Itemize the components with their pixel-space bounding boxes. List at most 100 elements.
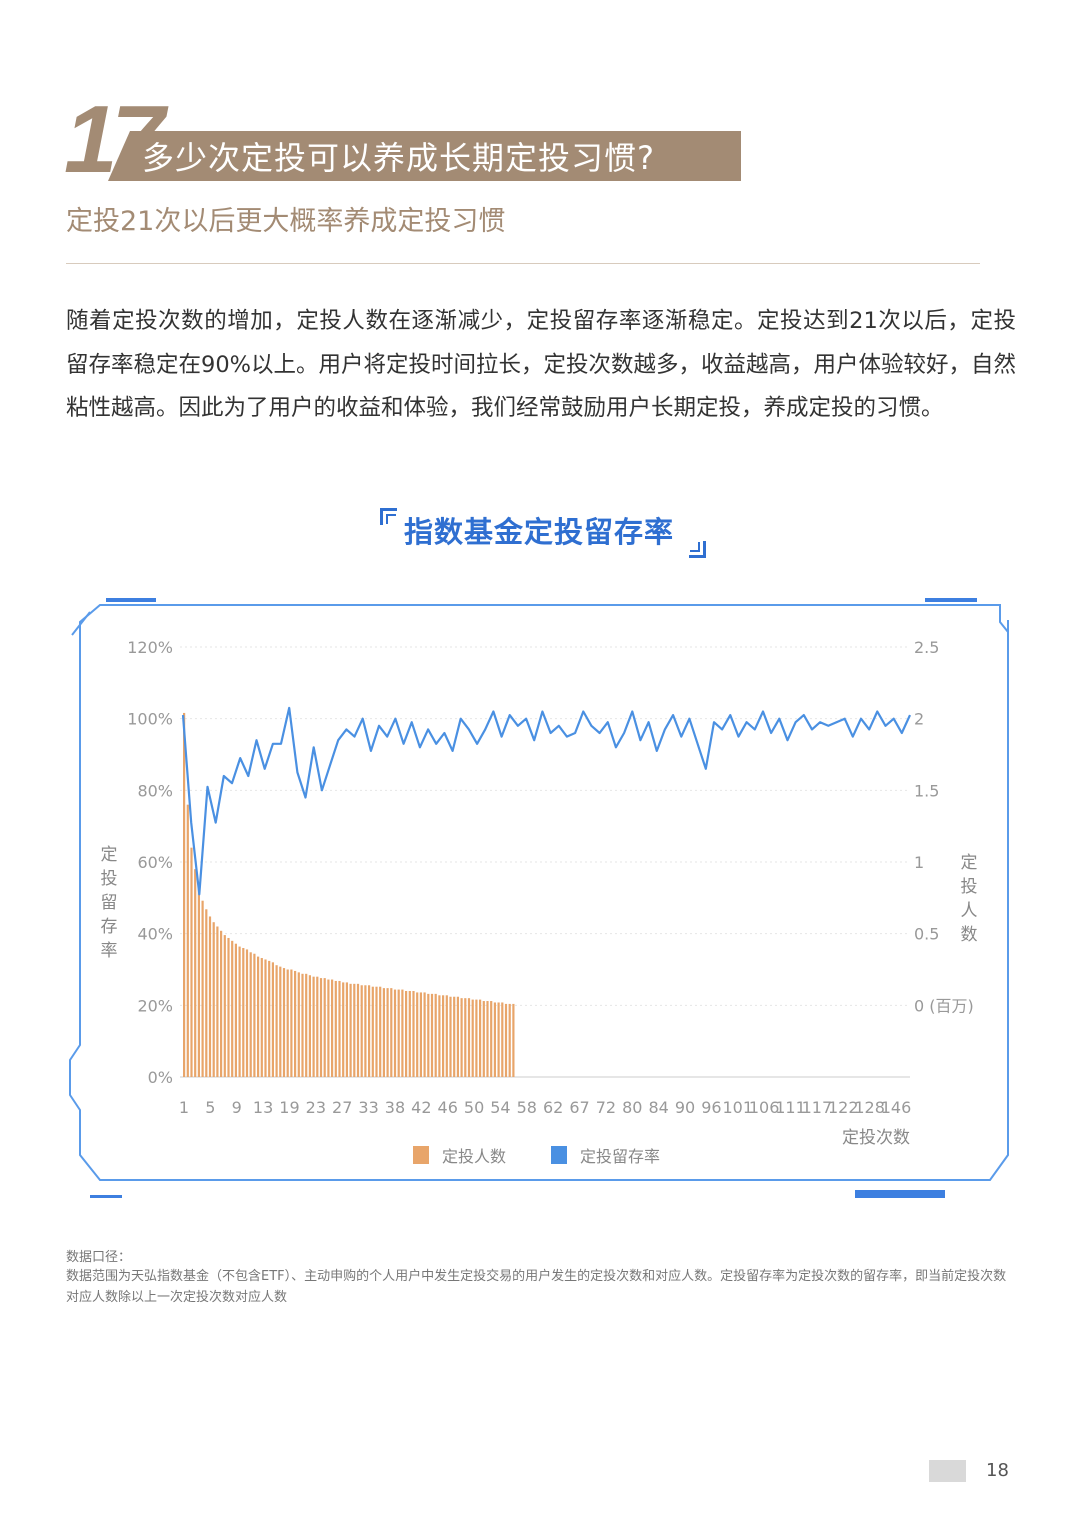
bar: [449, 996, 452, 1077]
axis-label-char: 定: [101, 845, 118, 865]
bar: [471, 999, 474, 1077]
bar: [308, 975, 311, 1077]
bar: [264, 959, 267, 1077]
bar: [190, 847, 193, 1077]
bar: [423, 992, 426, 1077]
bar: [231, 940, 234, 1077]
bar: [327, 979, 330, 1077]
x-tick-label: 5: [205, 1098, 215, 1117]
bar: [405, 991, 408, 1077]
bar: [312, 976, 315, 1077]
x-tick-label: 42: [411, 1098, 431, 1117]
bar: [375, 986, 378, 1077]
bar: [393, 989, 397, 1077]
bar: [194, 869, 197, 1077]
bar: [445, 995, 448, 1077]
right-tick-label: 2.5: [914, 638, 939, 657]
left-tick-label: 120%: [127, 638, 173, 657]
bar: [257, 956, 260, 1077]
x-tick-label: 58: [517, 1098, 537, 1117]
right-tick-label: 1.5: [914, 781, 939, 800]
bar: [412, 991, 415, 1077]
bar: [360, 985, 363, 1077]
x-axis-ticks: 1 5 9 13 19 23 27 33 38 42 46 50 54 58 62 67 72 80 84 90 96 1…: [179, 1098, 911, 1117]
bar: [282, 968, 286, 1077]
bar: [216, 926, 219, 1077]
bar: [212, 922, 215, 1077]
bar: [430, 993, 434, 1077]
bar: [183, 712, 186, 1077]
bar: [268, 960, 271, 1077]
bar: [205, 909, 208, 1077]
bar: [294, 970, 297, 1077]
chart-title: 指数基金定投留存率: [404, 515, 675, 549]
legend-swatch-retention: [551, 1146, 567, 1164]
bar: [408, 991, 411, 1077]
page-number-box: [929, 1460, 966, 1482]
bar: [356, 983, 360, 1077]
x-tick-label: 9: [232, 1098, 242, 1117]
x-tick-label: 23: [306, 1098, 326, 1117]
left-tick-label: 60%: [137, 853, 173, 872]
legend: 定投人数 定投留存率: [413, 1146, 660, 1166]
bar: [297, 972, 300, 1077]
chart-title-frame: 指数基金定投留存率: [378, 508, 708, 558]
axis-label-char: 数: [961, 925, 978, 945]
left-tick-label: 20%: [137, 996, 173, 1015]
bar: [508, 1003, 511, 1077]
bar: [401, 989, 404, 1077]
bar: [290, 969, 293, 1077]
bar: [490, 1001, 493, 1077]
bar: [497, 1002, 500, 1077]
bar: [438, 995, 441, 1077]
x-tick-label: 146: [881, 1098, 912, 1117]
bar: [397, 989, 400, 1077]
right-tick-label: 1: [914, 853, 924, 872]
bar: [368, 985, 371, 1077]
bar: [305, 973, 308, 1077]
bar: [475, 999, 478, 1077]
bar: [493, 1002, 496, 1077]
bar: [279, 966, 282, 1077]
x-tick-label: 67: [569, 1098, 589, 1117]
frame-accents: [90, 598, 977, 1198]
x-tick-label: 33: [358, 1098, 378, 1117]
bar: [390, 988, 393, 1077]
x-tick-label: 117: [802, 1098, 833, 1117]
bar: [186, 804, 189, 1077]
bar: [319, 978, 323, 1077]
bar: [460, 998, 463, 1077]
x-tick-label: 72: [596, 1098, 616, 1117]
bar: [512, 1003, 515, 1077]
bar: [467, 998, 471, 1077]
left-axis-ticks: 0% 20% 40% 60% 80% 100% 120%: [127, 638, 173, 1087]
x-tick-label: 84: [648, 1098, 668, 1117]
x-axis-label: 定投次数: [842, 1128, 910, 1148]
x-tick-label: 19: [279, 1098, 299, 1117]
footnote-title: 数据口径：: [66, 1250, 132, 1265]
bar: [201, 900, 204, 1077]
bar: [486, 1001, 489, 1077]
right-axis-ticks: 0.5 1 1.5 2 2.5 0 (百万): [914, 638, 974, 1015]
bar: [286, 969, 289, 1077]
bar: [271, 962, 274, 1077]
bar: [349, 983, 352, 1077]
axis-label-char: 留: [101, 893, 118, 913]
axis-label-char: 投: [961, 877, 978, 897]
axis-label-char: 率: [101, 941, 118, 961]
bar: [242, 948, 245, 1077]
retention-chart: 0% 20% 40% 60% 80% 100% 120% 0.5 1 1.5 2 2.5 0 (百万)…: [69, 598, 1009, 1198]
axis-label-char: 人: [961, 901, 978, 921]
x-tick-label: 46: [438, 1098, 458, 1117]
bar: [479, 999, 482, 1077]
left-tick-label: 80%: [137, 781, 173, 800]
divider: [66, 263, 980, 264]
bar: [238, 946, 241, 1077]
x-tick-label: 111: [775, 1098, 806, 1117]
bar: [234, 943, 237, 1077]
left-tick-label: 100%: [127, 710, 173, 729]
footnote-text: 数据范围为天弘指数基金（不包含ETF）、主动申购的个人用户中发生定投交易的用户发…: [66, 1269, 1007, 1305]
bar: [371, 986, 374, 1077]
bar: [386, 988, 389, 1077]
x-tick-label: 13: [253, 1098, 273, 1117]
